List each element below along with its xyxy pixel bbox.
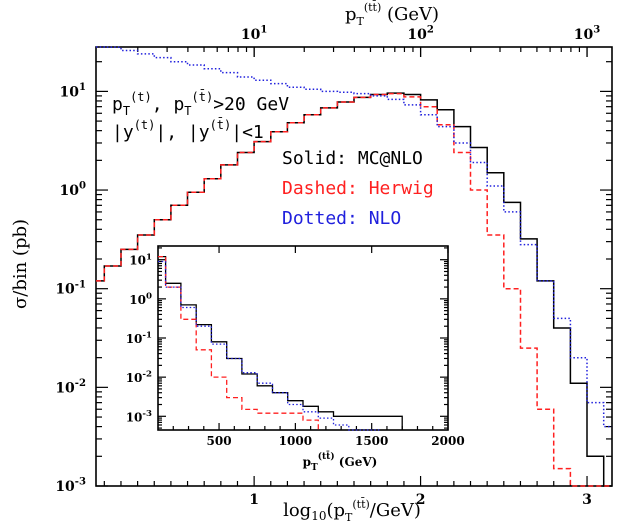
inset-x-tick-label: 500 bbox=[207, 434, 232, 448]
inset-series-line-0 bbox=[158, 255, 403, 430]
y-tick-label: 101 bbox=[60, 82, 87, 100]
inset-x-axis-title: pT(tt̄) (GeV) bbox=[303, 450, 378, 473]
y-tick-label: 100 bbox=[60, 181, 87, 199]
inset-y-tick-label: 10-2 bbox=[126, 370, 152, 385]
y-tick-label: 10-1 bbox=[55, 279, 86, 297]
top-tick-label: 102 bbox=[407, 25, 434, 43]
annotation-rapidity-cut: |y(t)|, |y(t̄)|<1 bbox=[112, 117, 264, 143]
series-line-0 bbox=[96, 92, 612, 487]
y-tick-label: 10-3 bbox=[55, 477, 86, 495]
inset-x-tick-label: 1000 bbox=[279, 434, 312, 448]
y-axis-title: σ/bin (pb) bbox=[10, 219, 31, 309]
x-tick-label: 1 bbox=[249, 492, 259, 508]
inset-y-tick-label: 10-1 bbox=[126, 331, 152, 346]
inset-series-line-2 bbox=[158, 260, 380, 431]
inset-x-tick-label: 1500 bbox=[355, 434, 388, 448]
x-tick-label: 3 bbox=[582, 492, 592, 508]
annotation-pt-cut: pT(t), pT(t̄)>20 GeV bbox=[112, 89, 289, 118]
y-tick-label: 10-2 bbox=[55, 378, 86, 396]
x-tick-label: 2 bbox=[416, 492, 426, 508]
inset-y-tick-label: 100 bbox=[129, 291, 152, 306]
legend-nlo: Dotted: NLO bbox=[282, 208, 401, 229]
legend-mcatnlo: Solid: MC@NLO bbox=[282, 148, 423, 169]
inset-y-tick-label: 10-3 bbox=[126, 409, 152, 424]
top-tick-label: 101 bbox=[241, 25, 268, 43]
inset-series-line-1 bbox=[158, 255, 319, 430]
inset-y-tick-label: 101 bbox=[129, 252, 152, 267]
top-tick-label: 103 bbox=[574, 25, 601, 43]
legend-herwig: Dashed: Herwig bbox=[282, 178, 434, 199]
inset-x-tick-label: 2000 bbox=[431, 434, 464, 448]
top-axis-title: pT(tt̄) (GeV) bbox=[345, 1, 439, 28]
series-line-2 bbox=[96, 46, 612, 428]
series-line-1 bbox=[96, 92, 612, 487]
x-axis-title: log10(pT(tt̄)/GeV) bbox=[283, 498, 421, 524]
